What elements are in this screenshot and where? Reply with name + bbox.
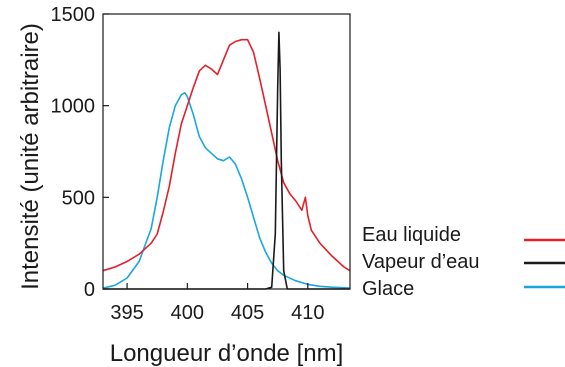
ticks-layer: 395 400 405 410 0 500 1000 1500 — [51, 4, 325, 324]
series-line-eau-liquide — [102, 38, 351, 272]
series-line-glace — [102, 92, 351, 289]
y-tick-label-1000: 1000 — [51, 96, 96, 118]
x-axis-title: Longueur d’onde [nm] — [110, 340, 344, 367]
y-axis-title: Intensité (unité arbitraire) — [17, 23, 44, 290]
y-tick-label-500: 500 — [62, 187, 95, 209]
x-tick-label-400: 400 — [171, 302, 204, 324]
x-tick-label-410: 410 — [291, 302, 324, 324]
x-tick-label-405: 405 — [231, 302, 264, 324]
axes-layer — [102, 13, 351, 290]
y-tick-label-0: 0 — [84, 279, 95, 301]
plot-frame — [102, 13, 351, 290]
legend-label-vapeur-deau: Vapeur d’eau — [362, 251, 480, 273]
legend-label-eau-liquide: Eau liquide — [362, 224, 461, 246]
series-line-vapeur-d-eau — [103, 31, 350, 290]
series-layer — [102, 31, 351, 290]
x-tick-label-395: 395 — [110, 302, 143, 324]
legend-label-glace: Glace — [362, 278, 414, 300]
legend: Eau liquide Vapeur d’eau Glace — [362, 224, 565, 300]
y-tick-label-1500: 1500 — [51, 4, 96, 26]
